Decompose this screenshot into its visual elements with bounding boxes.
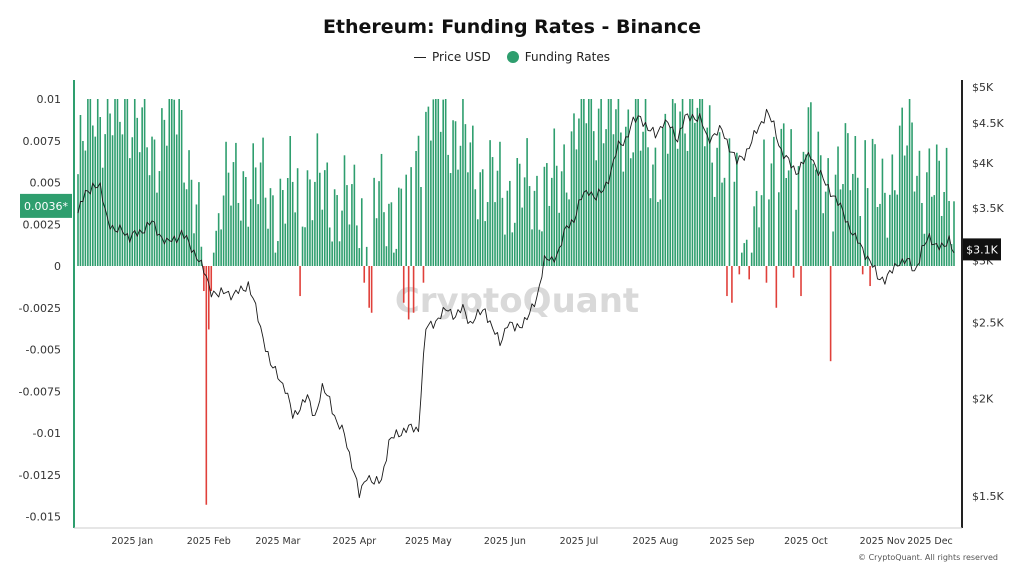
right-tick-label: $5K [972,81,994,94]
left-tick-label: -0.005 [26,344,61,357]
funding-dot-swatch [506,51,519,63]
legend-label-funding: Funding Rates [524,50,610,64]
left-tick-label: -0.01 [33,427,61,440]
left-tick-label: 0.0075 [23,135,62,148]
current-funding-box [20,193,72,218]
x-tick-label: 2025 Apr [333,536,377,547]
watermark: CryptoQuant [395,281,639,321]
x-tick-label: 2025 Aug [633,536,679,547]
x-tick-label: 2025 May [405,536,452,547]
left-tick-label: -0.0025 [19,302,61,315]
current-price-box [963,238,1001,261]
x-tick-label: 2025 Nov [860,536,906,547]
left-tick-label: 0.005 [30,177,62,190]
x-tick-label: 2025 Dec [907,536,953,547]
legend-label-price: Price USD [432,50,491,64]
x-tick-label: 2025 Jun [484,536,526,547]
right-tick-label: $1.5K [972,490,1004,503]
left-tick-label: -0.015 [26,511,61,524]
legend-item-funding[interactable]: Funding Rates [506,50,610,64]
right-tick-label: $4.5K [972,117,1004,130]
x-tick-label: 2025 Mar [255,536,300,547]
right-tick-label: $3.5K [972,202,1004,215]
legend-item-price[interactable]: Price USD [414,50,491,64]
left-tick-label: 0 [54,260,61,273]
chart-title: Ethereum: Funding Rates - Binance [322,16,702,38]
right-tick-label: $4K [972,157,994,170]
copyright-notice: © CryptoQuant. All rights reserved [858,553,998,562]
x-tick-label: 2025 Jul [560,536,599,547]
left-tick-label: -0.0125 [19,469,61,482]
left-tick-label: 0.0025 [23,218,62,231]
x-tick-label: 2025 Jan [111,536,153,547]
x-tick-label: 2025 Sep [709,536,754,547]
current-funding-label: 0.0036* [24,200,68,213]
current-price-label: $3.1K [966,243,998,256]
price-line [77,108,955,499]
right-tick-label: $2.5K [972,316,1004,329]
legend: Price USD Funding Rates [0,50,1024,64]
x-tick-label: 2025 Oct [784,536,828,547]
price-line-swatch [414,56,427,58]
right-tick-label: $2K [972,392,994,405]
x-tick-label: 2025 Feb [187,536,231,547]
left-tick-label: -0.0075 [19,385,61,398]
left-tick-label: 0.01 [37,93,62,106]
